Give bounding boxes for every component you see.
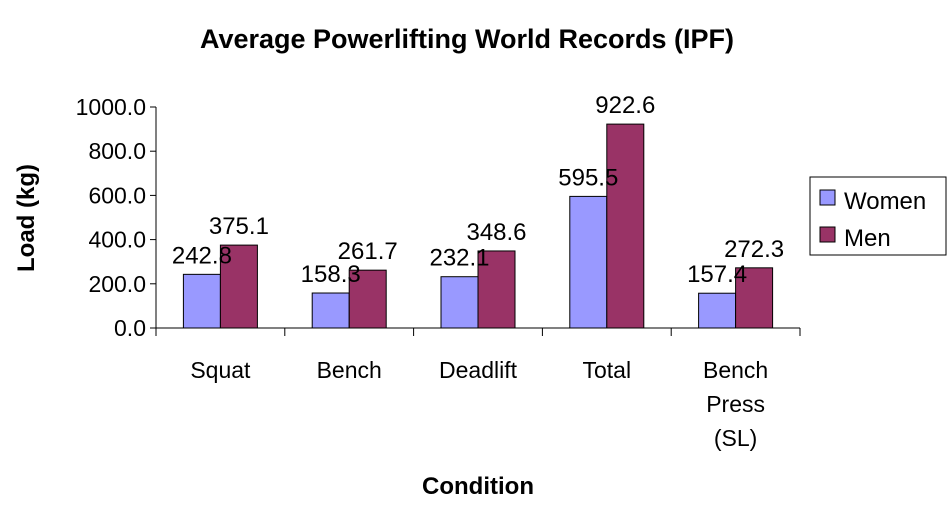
women-data-label: 242.8 (172, 242, 232, 269)
men-bar (735, 267, 774, 329)
women-bar (311, 292, 350, 329)
legend-item-women-swatch (819, 189, 836, 206)
category-label: Bench (317, 357, 382, 383)
y-tick-label: 200.0 (88, 271, 146, 297)
women-data-label: 157.4 (687, 261, 747, 288)
men-data-label: 261.7 (338, 238, 398, 265)
men-data-label: 375.1 (209, 213, 269, 240)
women-bar (440, 276, 479, 329)
category-label: Press (706, 391, 765, 417)
women-bar (182, 273, 221, 329)
men-data-label: 272.3 (724, 236, 784, 263)
x-axis-title: Condition (422, 473, 534, 500)
category-label: Bench (703, 357, 768, 383)
category-label: Squat (190, 357, 251, 383)
y-axis-title: Load (kg) (13, 164, 40, 272)
legend-item-women-label: Women (844, 188, 926, 215)
y-tick-label: 400.0 (88, 227, 146, 253)
men-bar (348, 269, 387, 329)
chart-title: Average Powerlifting World Records (IPF) (200, 24, 734, 54)
y-tick-label: 800.0 (88, 138, 146, 164)
legend: Women Men (809, 176, 947, 256)
category-label: Total (583, 357, 632, 383)
women-data-label: 232.1 (429, 245, 489, 272)
y-axis: 0.0 200.0 400.0 600.0 800.0 1000.0 (76, 94, 157, 341)
women-bar (698, 292, 737, 329)
category-label: (SL) (714, 425, 757, 451)
y-tick-label: 1000.0 (76, 94, 146, 120)
women-data-label: 595.5 (558, 164, 618, 191)
category-labels-group: Squat Bench Deadlift Total Bench Press (SL) (190, 357, 768, 451)
y-tick-label: 0.0 (114, 315, 146, 341)
legend-item-men-label: Men (844, 225, 891, 252)
category-label: Deadlift (439, 357, 518, 383)
women-bar (569, 195, 608, 329)
men-bar (477, 250, 516, 329)
legend-item-men-swatch (819, 226, 836, 243)
y-tick-label: 600.0 (88, 182, 146, 208)
x-axis (155, 327, 801, 336)
men-data-label: 348.6 (466, 219, 526, 246)
men-bar (606, 123, 645, 329)
women-data-label: 158.3 (301, 261, 361, 288)
bars-group (182, 123, 774, 329)
men-bar (219, 244, 258, 329)
men-data-label: 922.6 (595, 92, 655, 119)
